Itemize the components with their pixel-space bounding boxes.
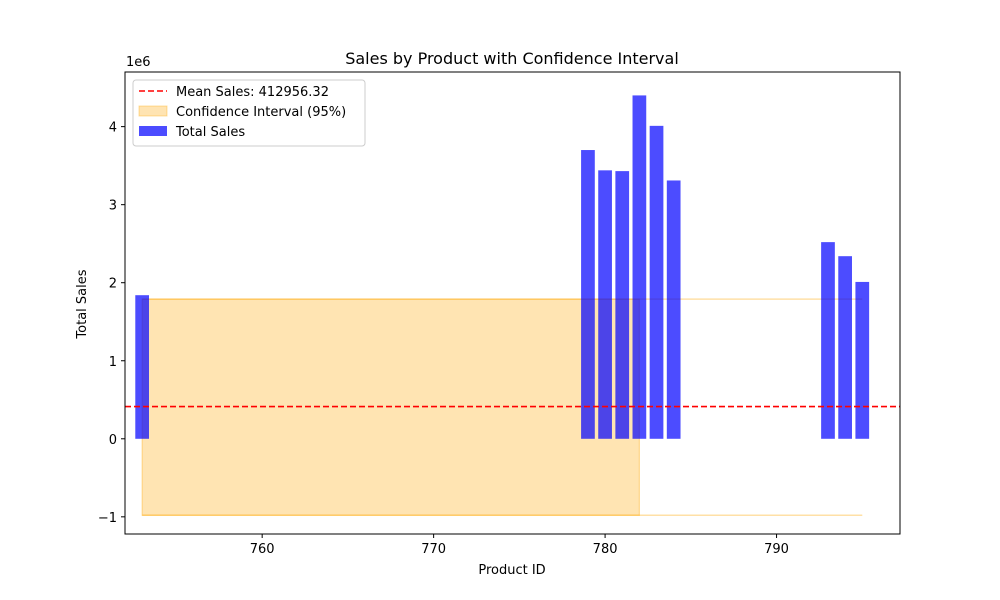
y-tick-label-2: 1	[109, 355, 117, 370]
plot-area: 760 770 780 790 −1 0 1 2 3 4	[98, 71, 901, 557]
y-tick-label-1: 0	[109, 433, 117, 448]
legend-frame	[132, 79, 366, 147]
legend-label-sales: Total Sales	[175, 125, 245, 140]
bar-product-783	[649, 125, 664, 439]
bar-product-793	[821, 242, 835, 439]
y-tick-label-0: −1	[98, 511, 117, 526]
y-axis-label: Total Sales	[75, 269, 90, 339]
bar-product-784	[666, 180, 681, 439]
bar-product-795	[855, 281, 870, 439]
bar-product-782	[632, 95, 647, 439]
y-offset-label: 1e6	[126, 55, 151, 70]
bar-product-780	[598, 170, 612, 439]
bar-product-794	[838, 256, 852, 439]
legend-swatch-ci	[138, 105, 168, 117]
x-axis-label: Product ID	[478, 563, 545, 578]
axes-frame	[124, 71, 901, 535]
x-tick-label-760: 760	[250, 542, 275, 557]
x-tick-label-790: 790	[764, 542, 789, 557]
legend-label-mean: Mean Sales: 412956.32	[176, 85, 329, 100]
x-tick-label-770: 770	[421, 542, 446, 557]
legend: Mean Sales: 412956.32 Confidence Interval…	[132, 79, 366, 147]
legend-label-ci: Confidence Interval (95%)	[176, 105, 346, 120]
y-tick-label-4: 3	[109, 199, 117, 214]
y-tick-label-5: 4	[109, 121, 117, 136]
chart-title: Sales by Product with Confidence Interva…	[345, 49, 679, 68]
x-tick-label-780: 780	[593, 542, 618, 557]
legend-swatch-sales	[139, 126, 167, 136]
y-tick-label-3: 2	[109, 277, 117, 292]
bar-product-779	[581, 150, 595, 439]
bar-product-753	[135, 295, 150, 439]
bar-product-781	[615, 171, 630, 439]
